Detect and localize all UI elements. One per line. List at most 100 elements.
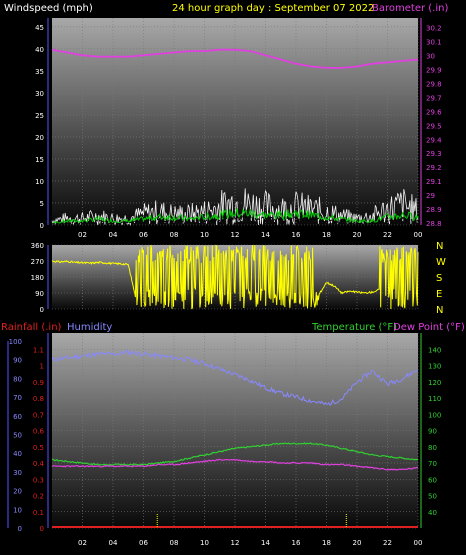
humidity-tick-label: 70 — [13, 394, 22, 402]
hour-tick-label: 22 — [383, 539, 392, 547]
hour-tick-label: 16 — [292, 539, 301, 547]
barometer-tick-label: 29.6 — [426, 108, 442, 116]
wind-tick-label: 45 — [35, 24, 44, 32]
humidity-tick-label: 60 — [13, 413, 22, 421]
temperature-tick-label: 120 — [428, 379, 441, 387]
barometer-tick-label: 29.3 — [426, 150, 442, 158]
barometer-tick-label: 30.2 — [426, 24, 442, 32]
hour-tick-label: 18 — [322, 539, 331, 547]
wind-tick-label: 0 — [40, 222, 44, 230]
wind-panel-background — [52, 18, 418, 225]
chart-title: 24 hour graph day : September 07 2022 — [172, 3, 374, 14]
hour-tick-label: 04 — [109, 539, 118, 547]
direction-tick-label: 270 — [31, 258, 44, 266]
barometer-tick-label: 29.2 — [426, 164, 442, 172]
hour-tick-label: 10 — [200, 539, 209, 547]
humidity-tick-label: 10 — [13, 506, 22, 514]
temperature-tick-label: 130 — [428, 363, 441, 371]
barometer-axis-label: Barometer (.in) — [372, 3, 448, 14]
temperature-tick-label: 70 — [428, 460, 437, 468]
barometer-series — [51, 48, 419, 69]
hour-tick-label: 18 — [322, 231, 331, 239]
humidity-tick-label: 90 — [13, 357, 22, 365]
hour-tick-label: 00 — [414, 231, 423, 239]
wind-tick-label: 30 — [35, 90, 44, 98]
humidity-tick-label: 20 — [13, 488, 22, 496]
temperature-tick-label: 90 — [428, 428, 437, 436]
hour-tick-label: 20 — [353, 231, 362, 239]
humidity-tick-label: 50 — [13, 432, 22, 440]
hour-tick-label: 02 — [78, 539, 87, 547]
hour-tick-label: 04 — [109, 231, 118, 239]
barometer-tick-label: 30 — [426, 52, 435, 60]
direction-tick-label: 0 — [40, 306, 44, 314]
wind-tick-label: 5 — [40, 200, 44, 208]
temperature-tick-label: 100 — [428, 411, 441, 419]
barometer-tick-label: 28.9 — [426, 206, 442, 214]
direction-tick-label: 180 — [31, 274, 44, 282]
temperature-tick-label: 80 — [428, 444, 437, 452]
temperature-tick-label: 40 — [428, 509, 437, 517]
wind-direction-series — [51, 244, 419, 310]
humidity-tick-label: 0 — [18, 525, 22, 533]
temperature-tick-label: 60 — [428, 476, 437, 484]
wind-average-dashed-series — [51, 213, 419, 225]
rainfall-tick-label: 0.9 — [33, 379, 44, 387]
barometer-tick-label: 30.1 — [426, 38, 442, 46]
hour-tick-label: 00 — [414, 539, 423, 547]
hour-tick-label: 20 — [353, 539, 362, 547]
humidity-tick-label: 100 — [9, 338, 22, 346]
hour-tick-label: 12 — [231, 231, 240, 239]
direction-tick-label: 360 — [31, 242, 44, 250]
temperature-tick-label: 140 — [428, 346, 441, 354]
wind-tick-label: 10 — [35, 178, 44, 186]
humidity-tick-label: 80 — [13, 375, 22, 383]
rainfall-tick-label: 1.1 — [33, 346, 44, 354]
hour-tick-label: 02 — [78, 231, 87, 239]
hour-tick-label: 08 — [170, 539, 179, 547]
rainfall-axis-label: Rainfall (.in) — [1, 322, 62, 333]
wind-axis-label: Windspeed (mph) — [4, 3, 93, 14]
rainfall-tick-label: 0.4 — [33, 460, 45, 468]
humidity-tick-label: 30 — [13, 469, 22, 477]
rainfall-tick-label: 0.8 — [33, 395, 44, 403]
hour-tick-label: 22 — [383, 231, 392, 239]
temperature-series — [51, 442, 419, 466]
hour-tick-label: 06 — [139, 539, 148, 547]
humidity-tick-label: 40 — [13, 450, 22, 458]
rainfall-tick-label: 0 — [40, 525, 44, 533]
humidity-axis-label: Humidity — [67, 322, 112, 333]
humidity-series — [51, 349, 419, 407]
hour-tick-label: 14 — [261, 231, 270, 239]
hour-tick-label: 10 — [200, 231, 209, 239]
wind-average-series — [51, 208, 419, 225]
rainfall-tick-label: 1 — [40, 363, 44, 371]
barometer-tick-label: 29 — [426, 192, 435, 200]
barometer-tick-label: 29.1 — [426, 178, 442, 186]
wind-barometer-panel: 0 5 10 15 20 25 30 35 40 45 28.8 28.9 29 29.1 29.2 29.3… — [35, 18, 442, 239]
hour-tick-label: 14 — [261, 539, 270, 547]
temperature-axis-label: Temperature (°F) — [311, 322, 397, 333]
dewpoint-series — [51, 458, 418, 471]
barometer-tick-label: 29.7 — [426, 94, 442, 102]
hour-tick-label: 08 — [170, 231, 179, 239]
compass-label: W — [436, 257, 446, 268]
barometer-tick-label: 29.5 — [426, 122, 442, 130]
rainfall-tick-label: 0.7 — [33, 411, 44, 419]
barometer-tick-label: 29.4 — [426, 136, 442, 144]
wind-tick-label: 20 — [35, 134, 44, 142]
hour-tick-label: 16 — [292, 231, 301, 239]
dewpoint-axis-label: Dew Point (°F) — [393, 322, 465, 333]
barometer-tick-label: 29.9 — [426, 66, 442, 74]
barometer-tick-label: 28.8 — [426, 220, 442, 228]
compass-label: S — [436, 273, 442, 284]
compass-label: E — [436, 289, 442, 300]
wind-tick-label: 15 — [35, 156, 44, 164]
direction-tick-label: 90 — [35, 290, 44, 298]
hour-tick-label: 12 — [231, 539, 240, 547]
rainfall-tick-label: 0.6 — [33, 428, 45, 436]
wind-tick-label: 40 — [35, 46, 44, 54]
hour-tick-label: 06 — [139, 231, 148, 239]
